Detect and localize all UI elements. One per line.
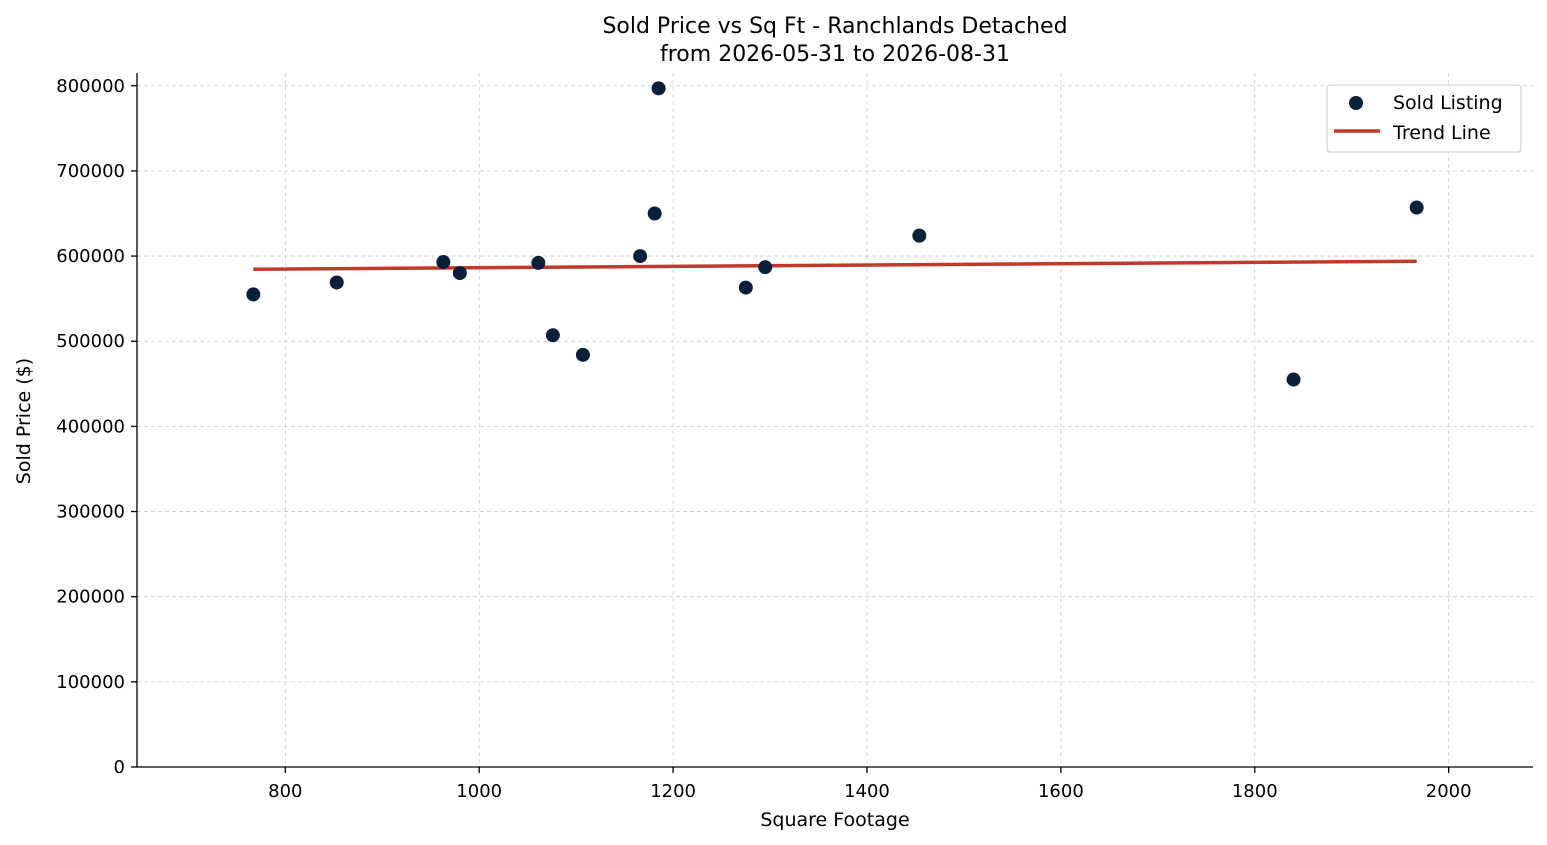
y-tick-label: 400000 <box>56 416 125 437</box>
data-point <box>452 266 467 281</box>
ticks: 800 1000 1200 1400 1600 1800 2000 0 100000 200000… <box>56 76 1471 802</box>
x-tick-label: 1600 <box>1038 781 1084 802</box>
data-point <box>531 255 546 270</box>
x-tick-label: 800 <box>268 781 302 802</box>
y-tick-label: 0 <box>114 757 125 778</box>
data-point <box>329 275 344 290</box>
axes <box>136 73 1533 768</box>
data-point <box>1286 372 1301 387</box>
legend-marker-sold-listing <box>1349 96 1363 110</box>
x-tick-label: 1800 <box>1232 781 1278 802</box>
data-point <box>436 255 451 270</box>
x-tick-label: 1400 <box>844 781 890 802</box>
y-tick-label: 800000 <box>56 76 125 97</box>
data-point <box>758 260 773 275</box>
data-point <box>647 206 662 221</box>
legend-label-trend-line: Trend Line <box>1392 122 1491 144</box>
grid-lines <box>137 73 1533 767</box>
y-tick-label: 300000 <box>56 502 125 523</box>
trend-line-layer <box>253 259 1417 272</box>
x-tick-label: 2000 <box>1426 781 1472 802</box>
legend-label-sold-listing: Sold Listing <box>1393 92 1503 114</box>
chart-title: Sold Price vs Sq Ft - Ranchlands Detache… <box>602 14 1067 39</box>
y-tick-label: 700000 <box>56 161 125 182</box>
x-tick-label: 1000 <box>456 781 502 802</box>
data-point <box>1409 200 1424 215</box>
y-tick-label: 100000 <box>56 672 125 693</box>
legend-box <box>1326 84 1522 153</box>
trend-line <box>253 259 1417 272</box>
y-axis-label: Sold Price ($) <box>13 358 35 484</box>
data-point <box>912 228 927 243</box>
data-point <box>545 328 560 343</box>
data-point <box>633 249 648 264</box>
data-point <box>575 347 590 362</box>
data-points <box>246 81 1424 387</box>
y-tick-label: 600000 <box>56 246 125 267</box>
data-point <box>738 280 753 295</box>
chart-subtitle: from 2026-05-31 to 2026-08-31 <box>660 42 1010 67</box>
x-tick-label: 1200 <box>650 781 696 802</box>
data-point <box>246 287 261 302</box>
data-point <box>651 81 666 96</box>
x-axis-label: Square Footage <box>760 809 909 831</box>
y-tick-label: 200000 <box>56 587 125 608</box>
y-tick-label: 500000 <box>56 331 125 352</box>
legend: Sold Listing Trend Line <box>1326 84 1522 153</box>
